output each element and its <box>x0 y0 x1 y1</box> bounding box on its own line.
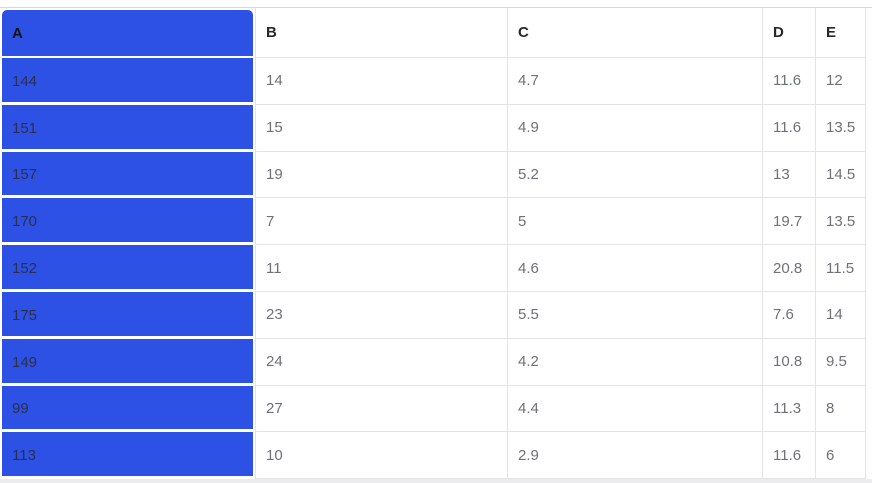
cell-column-a[interactable]: 151 <box>0 104 256 152</box>
cell-column-e[interactable]: 6 <box>816 432 866 480</box>
cell-column-e[interactable]: 13.5 <box>816 198 866 246</box>
column-header-a-label: A <box>12 24 23 42</box>
column-header-a[interactable]: A <box>0 8 256 58</box>
cell-column-b[interactable]: 23 <box>256 291 508 339</box>
cell-column-a[interactable]: 144 <box>0 58 256 105</box>
cell-column-b[interactable]: 7 <box>256 198 508 246</box>
cell-column-a-value: 99 <box>12 400 29 418</box>
cell-column-c[interactable]: 5.2 <box>508 151 763 199</box>
table-row: 99 27 4.4 11.3 8 <box>0 385 866 433</box>
table-top-border <box>0 7 872 8</box>
cell-column-b[interactable]: 19 <box>256 151 508 199</box>
cell-column-a-value: 113 <box>12 447 36 465</box>
column-header-d[interactable]: D <box>763 8 816 58</box>
cell-column-c[interactable]: 5.5 <box>508 291 763 339</box>
cell-column-a[interactable]: 170 <box>0 198 256 246</box>
cell-column-e[interactable]: 14 <box>816 291 866 339</box>
cell-column-c[interactable]: 4.2 <box>508 338 763 386</box>
table-row: 113 10 2.9 11.6 6 <box>0 432 866 480</box>
cell-column-b[interactable]: 11 <box>256 245 508 292</box>
cell-column-a-value: 175 <box>12 306 38 324</box>
cell-column-d[interactable]: 11.6 <box>763 104 816 152</box>
table-row: 175 23 5.5 7.6 14 <box>0 291 866 339</box>
data-table: A B C D E 144 14 4.7 11.6 12 151 15 4.9 … <box>0 8 872 480</box>
cell-column-e[interactable]: 14.5 <box>816 151 866 199</box>
cell-column-c[interactable]: 4.7 <box>508 58 763 105</box>
cell-column-d[interactable]: 11.6 <box>763 432 816 480</box>
cell-column-e[interactable]: 12 <box>816 58 866 105</box>
cell-column-d[interactable]: 7.6 <box>763 291 816 339</box>
cell-column-d[interactable]: 10.8 <box>763 338 816 386</box>
cell-column-b[interactable]: 14 <box>256 58 508 105</box>
cell-column-d[interactable]: 13 <box>763 151 816 199</box>
cell-column-c[interactable]: 4.4 <box>508 385 763 433</box>
cell-column-a[interactable]: 149 <box>0 338 256 386</box>
cell-column-e[interactable]: 9.5 <box>816 338 866 386</box>
cell-column-c[interactable]: 5 <box>508 198 763 246</box>
cell-column-a-value: 149 <box>12 353 38 371</box>
table-body: 144 14 4.7 11.6 12 151 15 4.9 11.6 13.5 … <box>0 58 872 480</box>
cell-column-a-value: 157 <box>12 166 38 184</box>
cell-column-a-value: 151 <box>12 119 38 137</box>
table-row: 144 14 4.7 11.6 12 <box>0 58 866 105</box>
cell-column-a-value: 170 <box>12 213 38 231</box>
cell-column-a-value: 144 <box>12 72 38 90</box>
cell-column-b[interactable]: 24 <box>256 338 508 386</box>
top-margin <box>0 0 872 7</box>
cell-column-c[interactable]: 4.6 <box>508 245 763 292</box>
cell-column-a[interactable]: 113 <box>0 432 256 480</box>
column-header-c[interactable]: C <box>508 8 763 58</box>
cell-column-b[interactable]: 27 <box>256 385 508 433</box>
column-header-e[interactable]: E <box>816 8 866 58</box>
cell-column-d[interactable]: 11.3 <box>763 385 816 433</box>
cell-column-a[interactable]: 157 <box>0 151 256 199</box>
cell-column-c[interactable]: 2.9 <box>508 432 763 480</box>
table-row: 170 7 5 19.7 13.5 <box>0 198 866 246</box>
cell-column-e[interactable]: 8 <box>816 385 866 433</box>
header-row: A B C D E <box>0 8 866 58</box>
cell-column-a[interactable]: 152 <box>0 245 256 292</box>
bottom-scroll-strip <box>0 479 872 483</box>
cell-column-d[interactable]: 11.6 <box>763 58 816 105</box>
cell-column-e[interactable]: 11.5 <box>816 245 866 292</box>
cell-column-a[interactable]: 175 <box>0 291 256 339</box>
column-header-b[interactable]: B <box>256 8 508 58</box>
cell-column-e[interactable]: 13.5 <box>816 104 866 152</box>
cell-column-b[interactable]: 10 <box>256 432 508 480</box>
cell-column-a[interactable]: 99 <box>0 385 256 433</box>
table-row: 152 11 4.6 20.8 11.5 <box>0 245 866 292</box>
cell-column-c[interactable]: 4.9 <box>508 104 763 152</box>
cell-column-b[interactable]: 15 <box>256 104 508 152</box>
table-row: 151 15 4.9 11.6 13.5 <box>0 104 866 152</box>
table-row: 157 19 5.2 13 14.5 <box>0 151 866 199</box>
table-row: 149 24 4.2 10.8 9.5 <box>0 338 866 386</box>
cell-column-a-value: 152 <box>12 260 38 278</box>
cell-column-d[interactable]: 20.8 <box>763 245 816 292</box>
cell-column-d[interactable]: 19.7 <box>763 198 816 246</box>
